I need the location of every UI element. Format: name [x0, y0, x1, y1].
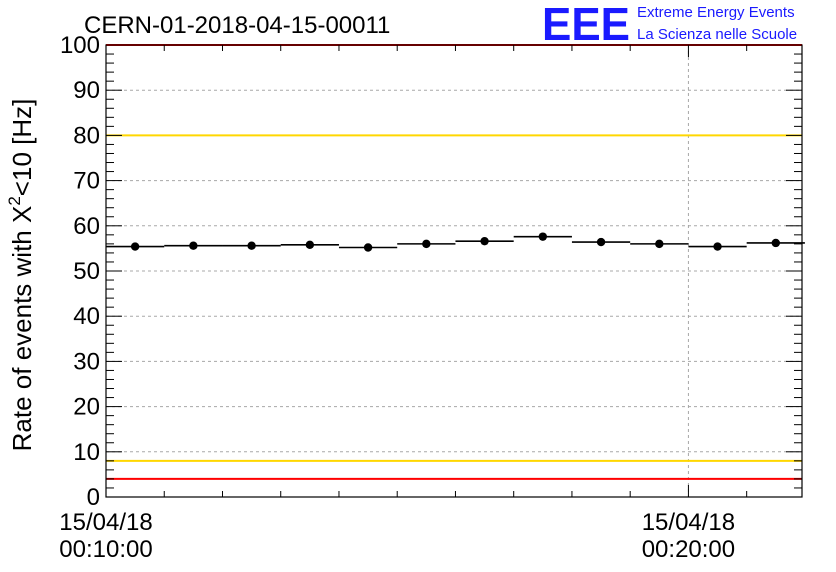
y-tick-label: 100 — [60, 32, 100, 59]
logo-line-2: La Scienza nelle Scuole — [637, 26, 797, 43]
data-point — [538, 232, 548, 241]
y-tick-label: 20 — [73, 394, 100, 421]
data-point — [422, 239, 431, 249]
data-point — [596, 237, 606, 247]
data-point — [713, 242, 722, 251]
x-tick-label: 15/04/18 00:10:00 — [59, 509, 152, 563]
logo-line-1: Extreme Energy Events — [637, 4, 795, 21]
x-tick-label-time: 00:10:00 — [59, 536, 152, 563]
data-point — [771, 238, 780, 248]
y-tick-label: 10 — [73, 439, 100, 466]
y-tick-label: 60 — [73, 213, 100, 240]
data-point — [247, 241, 256, 250]
reference-lines — [106, 44, 802, 480]
y-axis-title-main: Rate of events with X — [7, 206, 37, 452]
eee-logo: EEE Extreme Energy Events La Scienza nel… — [542, 0, 797, 50]
y-tick-label: 30 — [73, 348, 100, 375]
data-point — [130, 242, 140, 251]
data-point — [655, 239, 664, 249]
data-point — [305, 240, 315, 249]
x-tick-label-date: 15/04/18 — [642, 509, 735, 536]
x-tick-label-date: 15/04/18 — [59, 509, 152, 536]
y-tick-label: 90 — [73, 77, 100, 104]
y-axis-title-rest: <10 [Hz] — [7, 99, 37, 197]
y-tick-label: 50 — [73, 258, 100, 285]
grid — [106, 45, 802, 497]
y-tick-label: 80 — [73, 122, 100, 149]
y-axis-title: Rate of events with X2<10 [Hz] — [5, 99, 37, 452]
y-tick-label: 70 — [73, 168, 100, 195]
data-series — [106, 232, 805, 252]
y-tick-label: 40 — [73, 303, 100, 330]
x-tick-label: 15/04/18 00:20:00 — [642, 509, 735, 563]
logo-mark: EEE — [542, 0, 630, 50]
data-point — [363, 243, 373, 252]
y-axis-title-sup: 2 — [5, 196, 24, 205]
y-tick-label: 0 — [87, 484, 100, 511]
axes — [105, 44, 803, 498]
chart-title: CERN-01-2018-04-15-00011 — [84, 12, 390, 39]
svg-text:Rate of events with X2<10 [Hz]: Rate of events with X2<10 [Hz] — [5, 99, 37, 452]
data-point — [480, 236, 489, 246]
x-tick-label-time: 00:20:00 — [642, 536, 735, 563]
data-point — [189, 241, 198, 250]
